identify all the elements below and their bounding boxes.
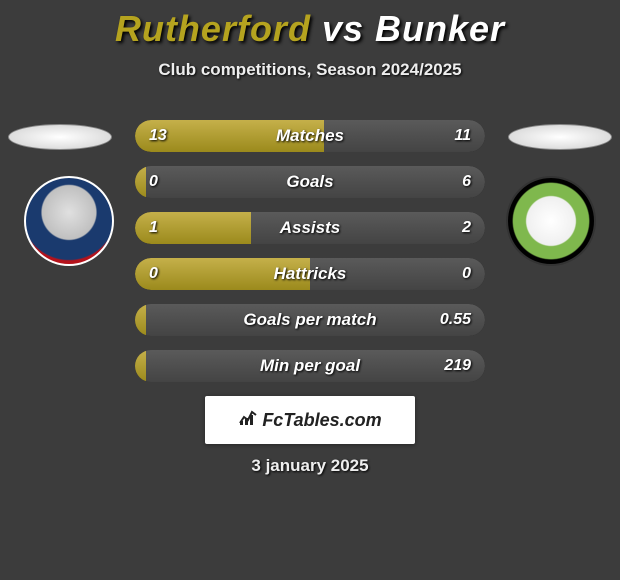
player-left-avatar-placeholder <box>8 124 112 150</box>
stat-label: Matches <box>135 120 485 152</box>
page-title: Rutherford vs Bunker <box>0 0 620 50</box>
stat-label: Assists <box>135 212 485 244</box>
title-player1: Rutherford <box>115 8 311 49</box>
stat-row: 12Assists <box>135 212 485 244</box>
stat-label: Goals per match <box>135 304 485 336</box>
title-player2: Bunker <box>375 8 505 49</box>
stat-row: 00Hattricks <box>135 258 485 290</box>
date-text: 3 january 2025 <box>0 456 620 476</box>
attribution-badge: FcTables.com <box>205 396 415 444</box>
stat-label: Hattricks <box>135 258 485 290</box>
player-right-avatar-placeholder <box>508 124 612 150</box>
stat-row: 0.55Goals per match <box>135 304 485 336</box>
chart-icon <box>238 397 258 445</box>
stat-label: Min per goal <box>135 350 485 382</box>
stat-row: 06Goals <box>135 166 485 198</box>
club-badge-right <box>506 176 596 266</box>
attribution-text: FcTables.com <box>262 410 381 430</box>
title-vs: vs <box>322 8 364 49</box>
stat-row: 1311Matches <box>135 120 485 152</box>
stats-bars: 1311Matches 06Goals 12Assists 00Hattricks 0.… <box>135 120 485 396</box>
stat-row: 219Min per goal <box>135 350 485 382</box>
stat-label: Goals <box>135 166 485 198</box>
comparison-card: Rutherford vs Bunker Club competitions, … <box>0 0 620 580</box>
club-badge-left <box>24 176 114 266</box>
subtitle: Club competitions, Season 2024/2025 <box>0 60 620 80</box>
